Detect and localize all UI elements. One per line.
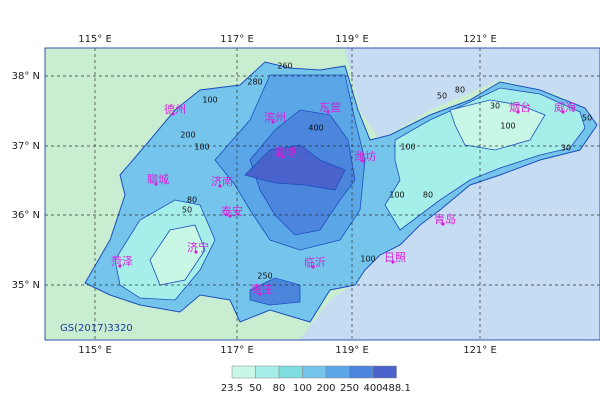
- city-label: 青岛: [434, 212, 456, 226]
- legend-label: 50: [249, 383, 262, 394]
- contour-label: 100: [202, 96, 217, 105]
- contour-label: 100: [360, 255, 375, 264]
- legend-label: 400: [363, 383, 382, 394]
- city-label: 聊城: [147, 172, 169, 186]
- legend-label: 100: [293, 383, 312, 394]
- contour-label: 280: [247, 78, 262, 87]
- latitude-label: 35° N: [12, 280, 40, 291]
- latitude-label: 38° N: [12, 71, 40, 82]
- contour-label: 50: [582, 114, 592, 123]
- legend-swatch: [325, 365, 350, 379]
- map-frame: [44, 47, 600, 341]
- city-label: 滨州: [264, 110, 286, 124]
- longitude-label: 117° E: [220, 345, 254, 356]
- latitude-label: 37° N: [12, 141, 40, 152]
- city-dot: [258, 292, 262, 296]
- legend-swatch: [372, 365, 397, 379]
- latitude-label: 36° N: [12, 210, 40, 221]
- city-dot: [154, 182, 158, 186]
- city-label: 济南: [211, 174, 233, 188]
- city-dot: [171, 112, 175, 116]
- city-label: 东营: [319, 100, 341, 114]
- city-dot: [516, 110, 520, 114]
- city-label: 泰安: [221, 204, 243, 218]
- legend-swatch: [231, 365, 256, 379]
- city-dot: [326, 110, 330, 114]
- city-dot: [361, 159, 365, 163]
- legend-label: 23.5: [221, 383, 243, 394]
- city-dot: [218, 184, 222, 188]
- legend-label: 250: [340, 383, 359, 394]
- city-dot: [118, 264, 122, 268]
- legend-label: 488.1: [382, 383, 411, 394]
- longitude-label: 119° E: [335, 34, 369, 45]
- longitude-label: 121° E: [463, 345, 497, 356]
- longitude-label: 119° E: [335, 345, 369, 356]
- legend-label: 80: [273, 383, 286, 394]
- contour-label: 200: [180, 131, 195, 140]
- credit: GS(2017)3320: [60, 323, 133, 334]
- city-label: 德州: [164, 102, 186, 116]
- contour-label: 30: [490, 102, 500, 111]
- contour-label: 80: [455, 86, 465, 95]
- city-dot: [311, 265, 315, 269]
- longitude-label: 115° E: [78, 34, 112, 45]
- contour-label: 50: [437, 92, 447, 101]
- city-dot: [281, 155, 285, 159]
- city-label: 日照: [384, 251, 406, 264]
- city-dot: [194, 250, 198, 254]
- city-label: 济宁: [187, 240, 209, 254]
- contour-label: 100: [400, 143, 415, 152]
- city-label: 威海: [554, 100, 576, 114]
- contour-label: 260: [277, 62, 292, 71]
- contour-region: [449, 99, 546, 151]
- city-dot: [391, 260, 395, 264]
- contour-label: 100: [194, 143, 209, 152]
- contour-label: 80: [423, 191, 433, 200]
- city-label: 枣庄: [251, 282, 273, 296]
- contour-label: 250: [257, 272, 272, 281]
- city-label: 潍坊: [354, 149, 376, 163]
- city-label: 临沂: [304, 255, 326, 269]
- city-dot: [441, 222, 445, 226]
- contour-label: 80: [187, 196, 197, 205]
- city-label: 菏泽: [111, 255, 133, 268]
- longitude-label: 117° E: [220, 34, 254, 45]
- legend-label: 200: [316, 383, 335, 394]
- city-label: 烟台: [509, 100, 531, 114]
- city-dot: [271, 120, 275, 124]
- longitude-label: 121° E: [463, 34, 497, 45]
- legend-swatch: [255, 365, 280, 379]
- graticule: [45, 48, 600, 340]
- city-dot: [228, 214, 232, 218]
- legend-swatch: [278, 365, 303, 379]
- city-label: 淄博: [274, 146, 296, 159]
- contour-label: 50: [182, 206, 192, 215]
- contour-label: 100: [389, 191, 404, 200]
- contour-region: [244, 144, 346, 191]
- legend-swatch: [302, 365, 327, 379]
- longitude-label: 115° E: [78, 345, 112, 356]
- contour-label: 30: [561, 144, 571, 153]
- contour-label: 400: [308, 124, 323, 133]
- city-dot: [561, 110, 565, 114]
- legend-swatch: [349, 365, 374, 379]
- contour-label: 100: [500, 122, 515, 131]
